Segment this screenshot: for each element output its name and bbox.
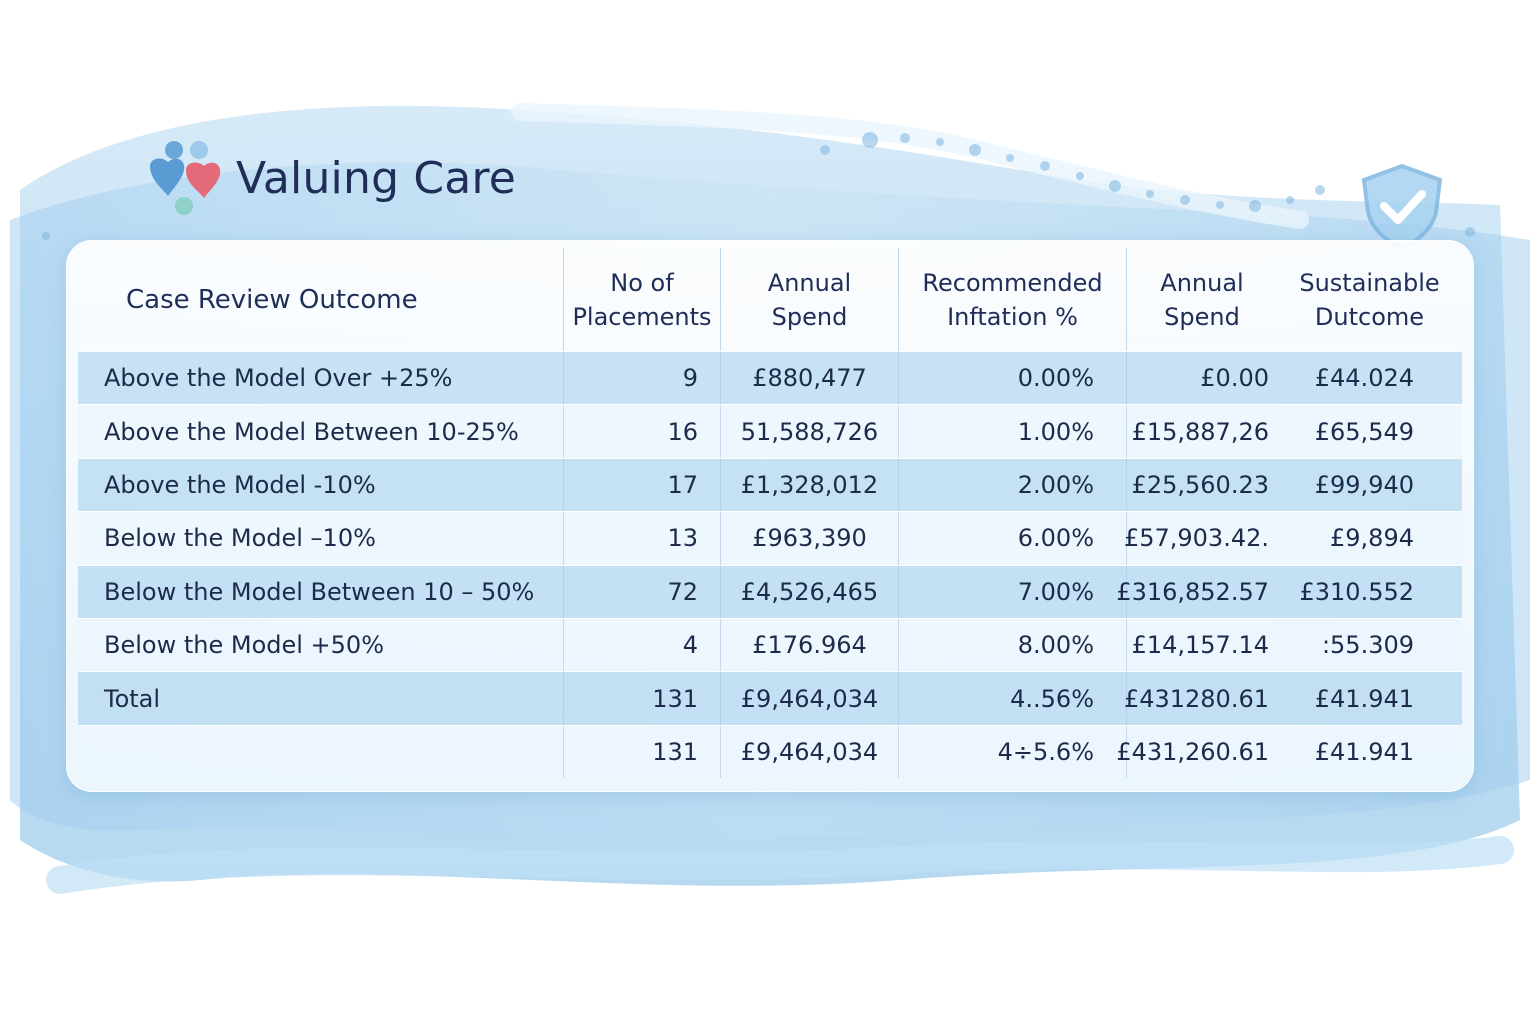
cell-inflation: 1.00%: [899, 405, 1127, 458]
cell-inflation: 7.00%: [899, 565, 1127, 618]
cell-sustainable-outcome: £44.024: [1314, 364, 1414, 393]
cell-outcome: Above the Model Over +25%: [78, 352, 564, 405]
cell-sustainable-outcome: £9,894: [1330, 524, 1414, 553]
cell-annual-spend: £176.964: [721, 618, 899, 672]
cell-sustainable-outcome: £99,940: [1314, 470, 1414, 499]
cell-annual-spend-2: £15,887,26: [1131, 417, 1269, 446]
header-annual-spend-2: Annual Spend: [1160, 268, 1244, 331]
cell-inflation: 4..56%: [899, 672, 1127, 725]
table-header: Case Review Outcome No of Placements Annu…: [78, 248, 1462, 351]
app-title: Valuing Care: [236, 152, 517, 204]
cell-inflation: 2.00%: [899, 458, 1127, 512]
table-row: Below the Model –10% 13 £963,390 6.00% £57,9…: [78, 511, 1462, 565]
header-recommended-inflation: Recommended Inftation %: [899, 248, 1127, 351]
cell-outcome: Below the Model –10%: [78, 512, 564, 565]
cell-sustainable-outcome: £41.941: [1314, 737, 1414, 766]
cell-placements: 72: [564, 565, 721, 618]
brand-header: Valuing Care: [142, 140, 516, 216]
cell-outcome: Below the Model +50%: [78, 618, 564, 672]
cell-annual-spend-2: £431,260.61: [1116, 737, 1269, 766]
header-annual-spend: Annual Spend: [721, 248, 899, 351]
table-row: Above the Model -10% 17 £1,328,012 2.00% £25…: [78, 457, 1462, 512]
table-row: Below the Model +50% 4 £176.964 8.00% £14,15…: [78, 617, 1462, 672]
cell-annual-spend-2: £0.00: [1200, 364, 1269, 393]
cell-outcome: [78, 725, 564, 779]
cell-annual-spend: £880,477: [721, 352, 899, 405]
cell-placements: 4: [564, 618, 721, 672]
cell-annual-spend: £1,328,012: [721, 458, 899, 512]
cell-annual-spend-2: £57,903.42.: [1123, 524, 1269, 553]
header-sustainable-outcome: Sustainable Dutcome: [1299, 268, 1440, 331]
cell-outcome: Above the Model -10%: [78, 458, 564, 512]
people-hearts-icon: [150, 141, 221, 215]
cell-sustainable-outcome: £310.552: [1299, 577, 1414, 606]
cell-annual-spend-2: £14,157.14: [1131, 631, 1269, 660]
cell-placements: 131: [564, 672, 721, 725]
cell-annual-spend: £963,390: [721, 512, 899, 565]
cell-placements: 131: [564, 725, 721, 779]
cell-annual-spend: £4,526,465: [721, 565, 899, 618]
cell-annual-spend-2: £25,560.23: [1131, 470, 1269, 499]
cell-inflation: 4÷5.6%: [899, 725, 1127, 779]
cell-sustainable-outcome: :55.309: [1321, 631, 1414, 660]
cell-outcome: Total: [78, 672, 564, 725]
cell-inflation: 8.00%: [899, 618, 1127, 672]
cell-placements: 9: [564, 352, 721, 405]
header-case-review-outcome: Case Review Outcome: [78, 248, 564, 351]
cell-sustainable-outcome: £41.941: [1314, 684, 1414, 713]
table-row: Above the Model Between 10-25% 16 51,588,7…: [78, 404, 1462, 458]
cell-outcome: Above the Model Between 10-25%: [78, 405, 564, 458]
cell-annual-spend: £9,464,034: [721, 672, 899, 725]
cell-placements: 16: [564, 405, 721, 458]
table-row: Total 131 £9,464,034 4..56% £431280.61 £41.94…: [78, 671, 1462, 725]
cell-inflation: 6.00%: [899, 512, 1127, 565]
shield-check-icon: [1361, 163, 1443, 250]
table-row: Above the Model Over +25% 9 £880,477 0.00% £…: [78, 351, 1462, 405]
cell-annual-spend: £9,464,034: [721, 725, 899, 779]
table-row: Below the Model Between 10 – 50% 72 £4,526…: [78, 564, 1462, 618]
header-no-of-placements: No of Placements: [564, 248, 721, 351]
cell-placements: 13: [564, 512, 721, 565]
cell-outcome: Below the Model Between 10 – 50%: [78, 565, 564, 618]
cell-annual-spend-2: £316,852.57: [1116, 577, 1269, 606]
table-row: 131 £9,464,034 4÷5.6% £431,260.61 £41.941: [78, 724, 1462, 779]
cell-annual-spend: 51,588,726: [721, 405, 899, 458]
cell-inflation: 0.00%: [899, 352, 1127, 405]
cell-placements: 17: [564, 458, 721, 512]
cell-sustainable-outcome: £65,549: [1314, 417, 1414, 446]
case-review-table: Case Review Outcome No of Placements Annu…: [78, 248, 1462, 779]
cell-annual-spend-2: £431280.61: [1123, 684, 1269, 713]
